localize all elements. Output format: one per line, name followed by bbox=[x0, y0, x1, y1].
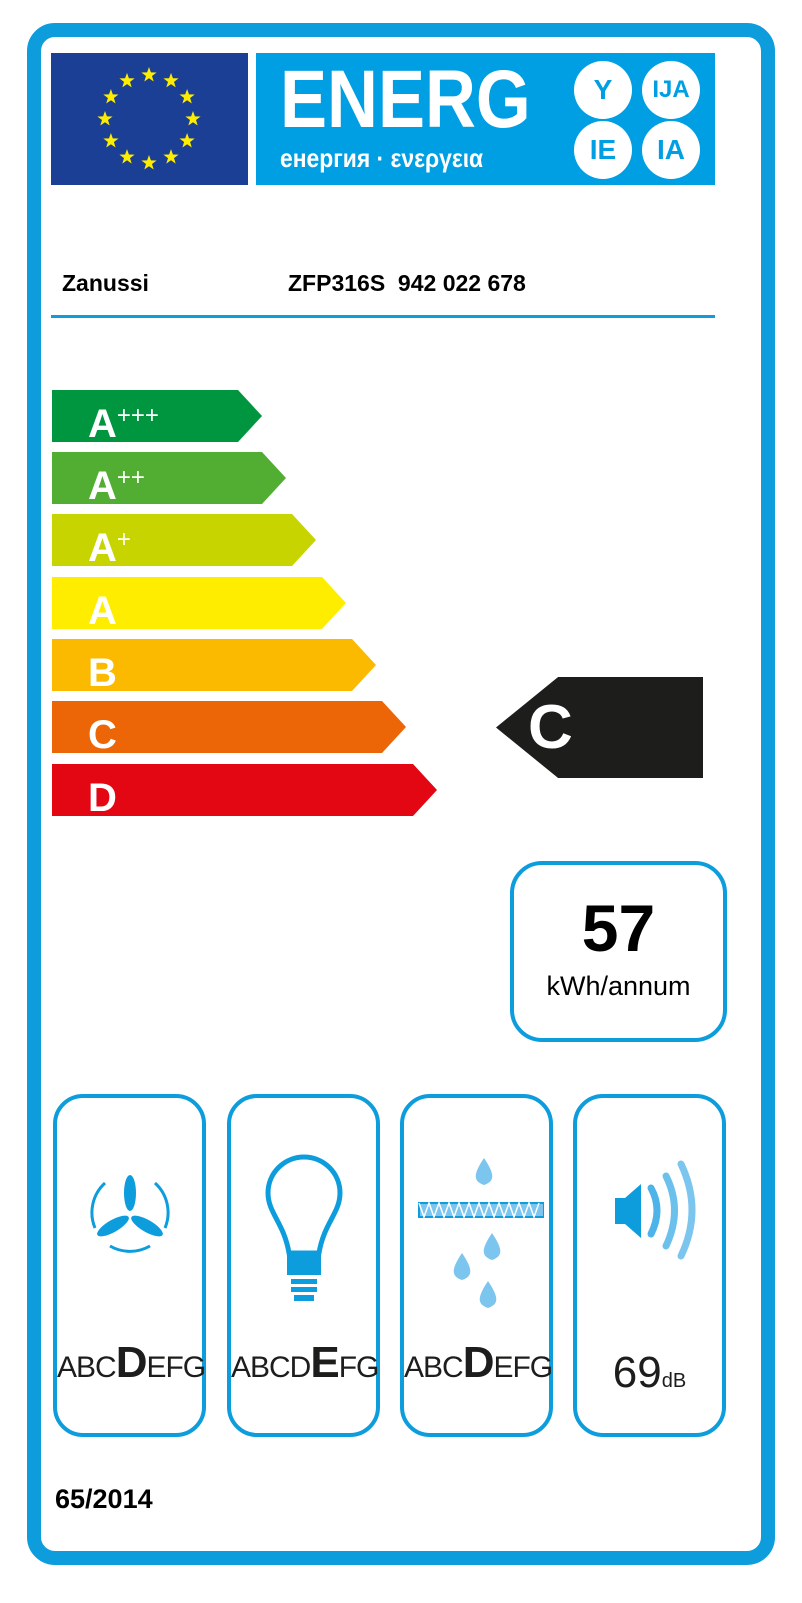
energy-subtitle: енергия · ενεργεια bbox=[280, 143, 484, 173]
star-icon bbox=[103, 89, 119, 104]
class-bar-D0: D bbox=[52, 764, 437, 816]
star-icon bbox=[97, 111, 113, 126]
regulation-number: 65/2014 bbox=[55, 1484, 153, 1514]
class-letter: A bbox=[88, 464, 117, 508]
suffix-ie: IE bbox=[574, 121, 632, 179]
class-letter: A bbox=[88, 402, 117, 446]
consumption-unit: kWh/annum bbox=[546, 971, 691, 1001]
suffix-y: Y bbox=[574, 61, 632, 119]
fluid-dynamic-panel: ABCDEFG bbox=[53, 1094, 206, 1437]
grease-filtering-panel: ABCDEFG bbox=[400, 1094, 553, 1437]
class-bar-A2: A++ bbox=[52, 452, 286, 504]
suffix-ia: IA bbox=[642, 121, 700, 179]
class-plus: + bbox=[116, 526, 131, 553]
class-plus: ++ bbox=[116, 464, 145, 491]
star-icon bbox=[103, 133, 119, 148]
class-letter: C bbox=[88, 713, 117, 757]
suffix-ija: IJA bbox=[642, 61, 700, 119]
light-bulb-icon bbox=[265, 1154, 343, 1301]
model-id: ZFP316S 942 022 678 bbox=[288, 270, 526, 296]
grease-filtering-class: ABCDEFG bbox=[404, 1338, 553, 1387]
eu-stars-icon bbox=[97, 67, 201, 170]
fluid-dynamic-class: ABCDEFG bbox=[57, 1338, 206, 1387]
class-bar-A3: A+++ bbox=[52, 390, 262, 442]
class-bar-A1: A+ bbox=[52, 514, 316, 566]
star-icon bbox=[179, 133, 195, 148]
divider bbox=[51, 315, 715, 318]
lighting-panel: ABCDEFG bbox=[227, 1094, 380, 1437]
consumption-box: 57 kWh/annum bbox=[510, 861, 727, 1042]
star-icon bbox=[179, 89, 195, 104]
speaker-icon bbox=[615, 1160, 696, 1260]
energy-header: ENERG енергия · ενεργεια Y IJA IE IA bbox=[256, 53, 715, 185]
class-letter: B bbox=[88, 651, 117, 695]
class-bar-A0: A bbox=[52, 577, 346, 629]
class-letter: A bbox=[88, 589, 117, 633]
class-bar-B0: B bbox=[52, 639, 376, 691]
star-icon bbox=[163, 149, 179, 164]
star-icon bbox=[141, 67, 157, 82]
consumption-value: 57 bbox=[581, 891, 656, 965]
star-icon bbox=[119, 149, 135, 164]
energy-title: ENERG bbox=[280, 54, 531, 145]
lighting-class: ABCDEFG bbox=[231, 1338, 379, 1387]
class-letter: D bbox=[88, 776, 117, 820]
star-icon bbox=[163, 72, 179, 88]
class-letter: A bbox=[88, 526, 117, 570]
star-icon bbox=[141, 155, 157, 170]
eu-flag bbox=[51, 53, 248, 185]
grease-filter-icon bbox=[418, 1158, 544, 1308]
noise-panel: 69dB bbox=[573, 1094, 726, 1437]
class-plus: +++ bbox=[116, 402, 159, 429]
label-frame bbox=[27, 23, 775, 1565]
star-icon bbox=[119, 72, 135, 88]
class-bar-C0: C bbox=[52, 701, 406, 753]
fan-icon bbox=[90, 1175, 170, 1253]
noise-level: 69dB bbox=[612, 1348, 687, 1397]
star-icon bbox=[185, 111, 201, 126]
supplier-name: Zanussi bbox=[62, 270, 149, 296]
